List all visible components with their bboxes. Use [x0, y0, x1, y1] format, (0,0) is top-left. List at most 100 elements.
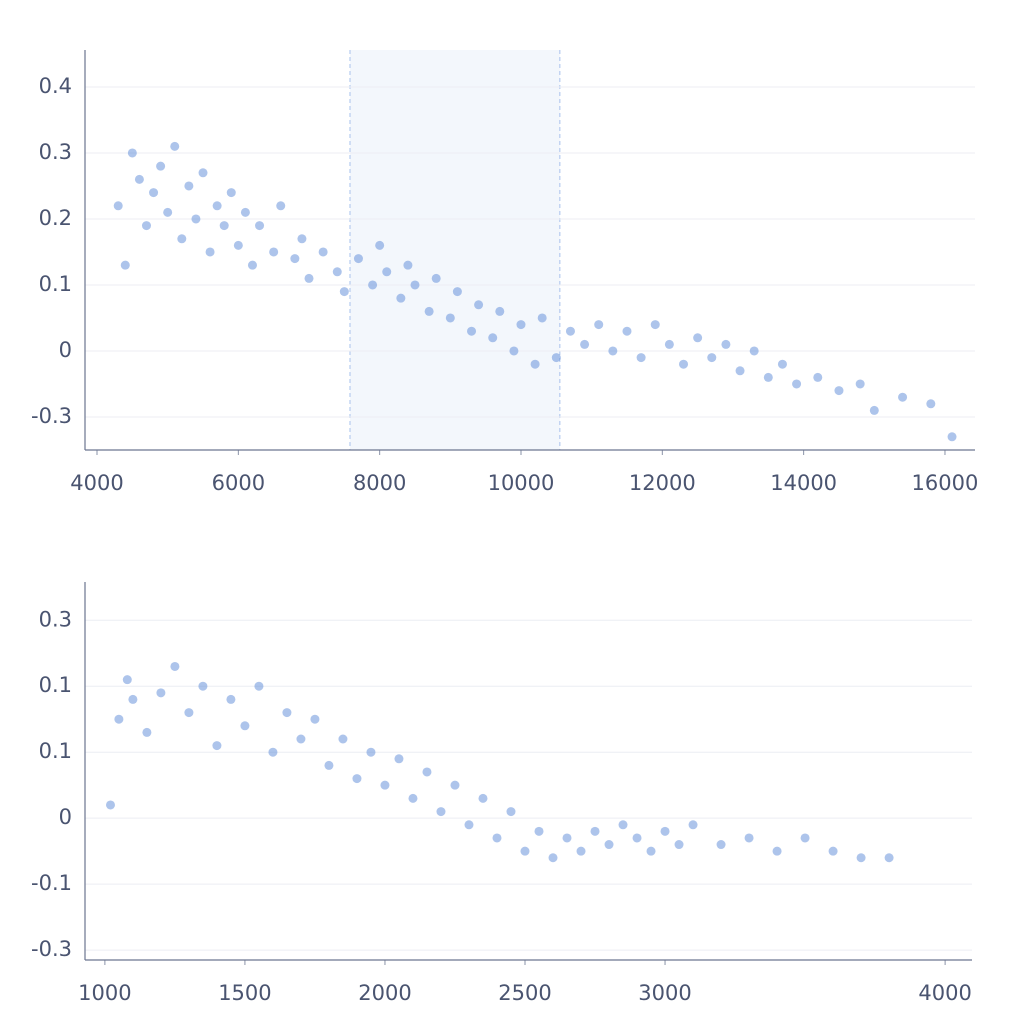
- point: [576, 846, 586, 856]
- y-tick-label: 0.4: [39, 74, 72, 98]
- y-tick-label: -0.3: [31, 937, 72, 961]
- point: [156, 161, 166, 171]
- point: [516, 320, 526, 330]
- point: [688, 820, 698, 830]
- point: [352, 774, 362, 784]
- point: [170, 141, 180, 151]
- point: [114, 714, 124, 724]
- point: [618, 820, 628, 830]
- point: [565, 326, 575, 336]
- point: [142, 727, 152, 737]
- point: [120, 260, 130, 270]
- point: [366, 747, 376, 757]
- point: [800, 833, 810, 843]
- point: [478, 793, 488, 803]
- x-tick-label: 4000: [70, 471, 123, 495]
- point: [813, 372, 823, 382]
- point: [134, 174, 144, 184]
- point: [368, 280, 378, 290]
- point: [191, 214, 201, 224]
- point: [509, 346, 519, 356]
- point: [240, 721, 250, 731]
- point: [884, 853, 894, 863]
- point: [408, 793, 418, 803]
- point: [580, 339, 590, 349]
- point: [445, 313, 455, 323]
- point: [488, 333, 498, 343]
- point: [410, 280, 420, 290]
- point: [382, 267, 392, 277]
- point: [184, 708, 194, 718]
- point: [431, 273, 441, 283]
- point: [184, 181, 194, 191]
- point: [296, 734, 306, 744]
- point: [254, 681, 264, 691]
- point: [749, 346, 759, 356]
- point: [947, 432, 957, 442]
- y-tick-label: 0.1: [39, 673, 72, 697]
- point: [674, 840, 684, 850]
- point: [255, 221, 265, 231]
- y-tick-label: 0.3: [39, 140, 72, 164]
- point: [534, 826, 544, 836]
- point: [828, 846, 838, 856]
- point: [716, 840, 726, 850]
- point: [375, 240, 385, 250]
- point: [926, 399, 936, 409]
- point: [777, 359, 787, 369]
- point: [332, 267, 342, 277]
- point: [450, 780, 460, 790]
- point: [520, 846, 530, 856]
- x-tick-label: 3000: [638, 981, 691, 1005]
- point: [474, 300, 484, 310]
- point: [338, 734, 348, 744]
- highlight-band: [349, 50, 560, 450]
- point: [424, 306, 434, 316]
- point: [495, 306, 505, 316]
- x-tick-label: 16000: [912, 471, 979, 495]
- point: [394, 754, 404, 764]
- point: [650, 320, 660, 330]
- point: [198, 168, 208, 178]
- point: [772, 846, 782, 856]
- point: [177, 234, 187, 244]
- x-tick-label: 14000: [770, 471, 837, 495]
- point: [763, 372, 773, 382]
- point: [269, 247, 279, 257]
- point: [276, 201, 286, 211]
- point: [792, 379, 802, 389]
- point: [834, 386, 844, 396]
- point: [548, 853, 558, 863]
- point: [869, 405, 879, 415]
- point: [744, 833, 754, 843]
- point: [636, 353, 646, 363]
- x-tick-label: 1000: [78, 981, 131, 1005]
- point: [855, 379, 865, 389]
- y-tick-label: -0.1: [31, 871, 72, 895]
- point: [290, 254, 300, 264]
- point: [492, 833, 502, 843]
- point: [436, 807, 446, 817]
- y-tick-label: 0: [59, 338, 72, 362]
- point: [163, 207, 173, 217]
- point: [590, 826, 600, 836]
- x-tick-label: 6000: [212, 471, 265, 495]
- point: [149, 188, 159, 198]
- point: [122, 675, 132, 685]
- point: [622, 326, 632, 336]
- point: [660, 826, 670, 836]
- x-tick-label: 1500: [218, 981, 271, 1005]
- point: [339, 287, 349, 297]
- point: [127, 148, 137, 158]
- point: [233, 240, 243, 250]
- point: [464, 820, 474, 830]
- y-tick-label: 0: [59, 805, 72, 829]
- point: [608, 346, 618, 356]
- point: [128, 694, 138, 704]
- point: [679, 359, 689, 369]
- point: [530, 359, 540, 369]
- point: [304, 273, 314, 283]
- point: [324, 760, 334, 770]
- y-tick-label: 0.3: [39, 607, 72, 631]
